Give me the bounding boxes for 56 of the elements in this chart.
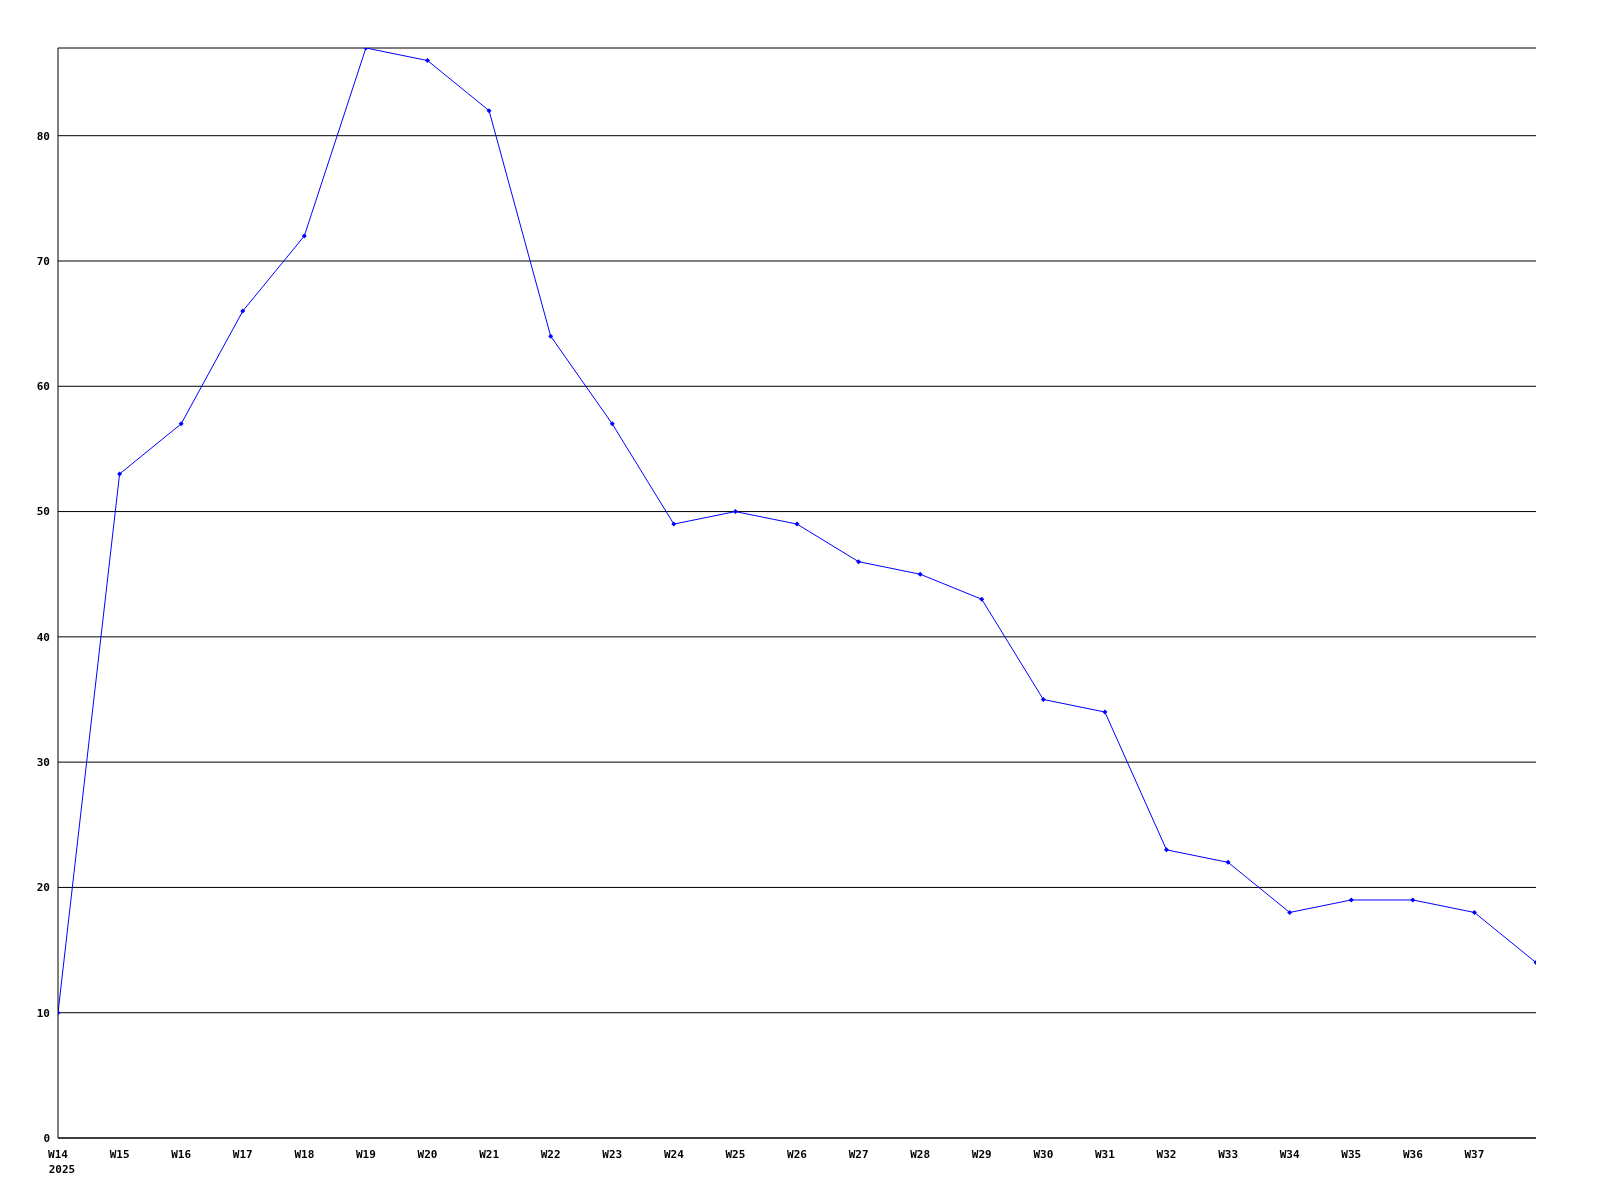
x-tick-label: W32 [1156, 1148, 1177, 1161]
point [732, 509, 738, 515]
y-tick-label: 20 [36, 881, 50, 895]
x-tick-label: W25 [725, 1148, 746, 1161]
x-tick-label: W35 [1341, 1148, 1362, 1161]
point [548, 333, 554, 339]
y-tick-label: 50 [36, 505, 50, 519]
y-tick-label: 80 [36, 129, 50, 143]
text: 2025 [48, 1163, 76, 1176]
y-tick-label: 0 [43, 1131, 50, 1145]
x-tick-label: W18 [294, 1148, 315, 1161]
y-tick-label: 70 [36, 254, 50, 268]
point [671, 521, 677, 527]
y-tick-label: 10 [36, 1006, 50, 1020]
point [1040, 696, 1046, 702]
x-tick-label: W30 [1033, 1148, 1054, 1161]
x-tick-label: W27 [848, 1148, 869, 1161]
point [1164, 847, 1169, 853]
point [1348, 897, 1354, 903]
x-tick-label: W29 [971, 1148, 992, 1161]
x-tick-label: W31 [1094, 1148, 1116, 1161]
point [1287, 909, 1293, 915]
point [425, 58, 430, 64]
x-tick-label: W33 [1218, 1148, 1239, 1161]
x-tick-label: W36 [1402, 1148, 1424, 1161]
x-tick-label: W14 [48, 1148, 69, 1161]
y-tick-label: 60 [36, 380, 50, 394]
x-tick-label: W24 [663, 1148, 685, 1161]
point [917, 571, 923, 577]
point [979, 596, 985, 602]
point [178, 421, 184, 427]
point [486, 108, 492, 114]
x-tick-label: W26 [787, 1148, 808, 1161]
point [856, 559, 862, 565]
x-tick-label: W28 [910, 1148, 931, 1161]
x-tick-label: W20 [417, 1148, 438, 1161]
x-tick-label: W19 [355, 1148, 376, 1161]
point [1471, 909, 1477, 915]
x-tick-label: W17 [232, 1148, 253, 1161]
y-tick-label: 40 [36, 630, 50, 644]
x-tick-label: W37 [1464, 1148, 1485, 1161]
y-tick-label: 30 [36, 756, 50, 770]
x-tick-label: W15 [109, 1148, 130, 1161]
x-tick-label: W21 [479, 1148, 500, 1161]
point [609, 421, 615, 427]
point [240, 308, 246, 314]
point [1102, 709, 1108, 715]
x-tick-label: W34 [1279, 1148, 1300, 1161]
point [1410, 897, 1416, 903]
x-tick-label: W23 [602, 1148, 623, 1161]
point [301, 233, 307, 239]
x-tick-label: W16 [171, 1148, 192, 1161]
x-tick-label: W22 [540, 1148, 561, 1161]
point [794, 521, 800, 527]
point [117, 471, 123, 477]
point [1225, 859, 1231, 865]
